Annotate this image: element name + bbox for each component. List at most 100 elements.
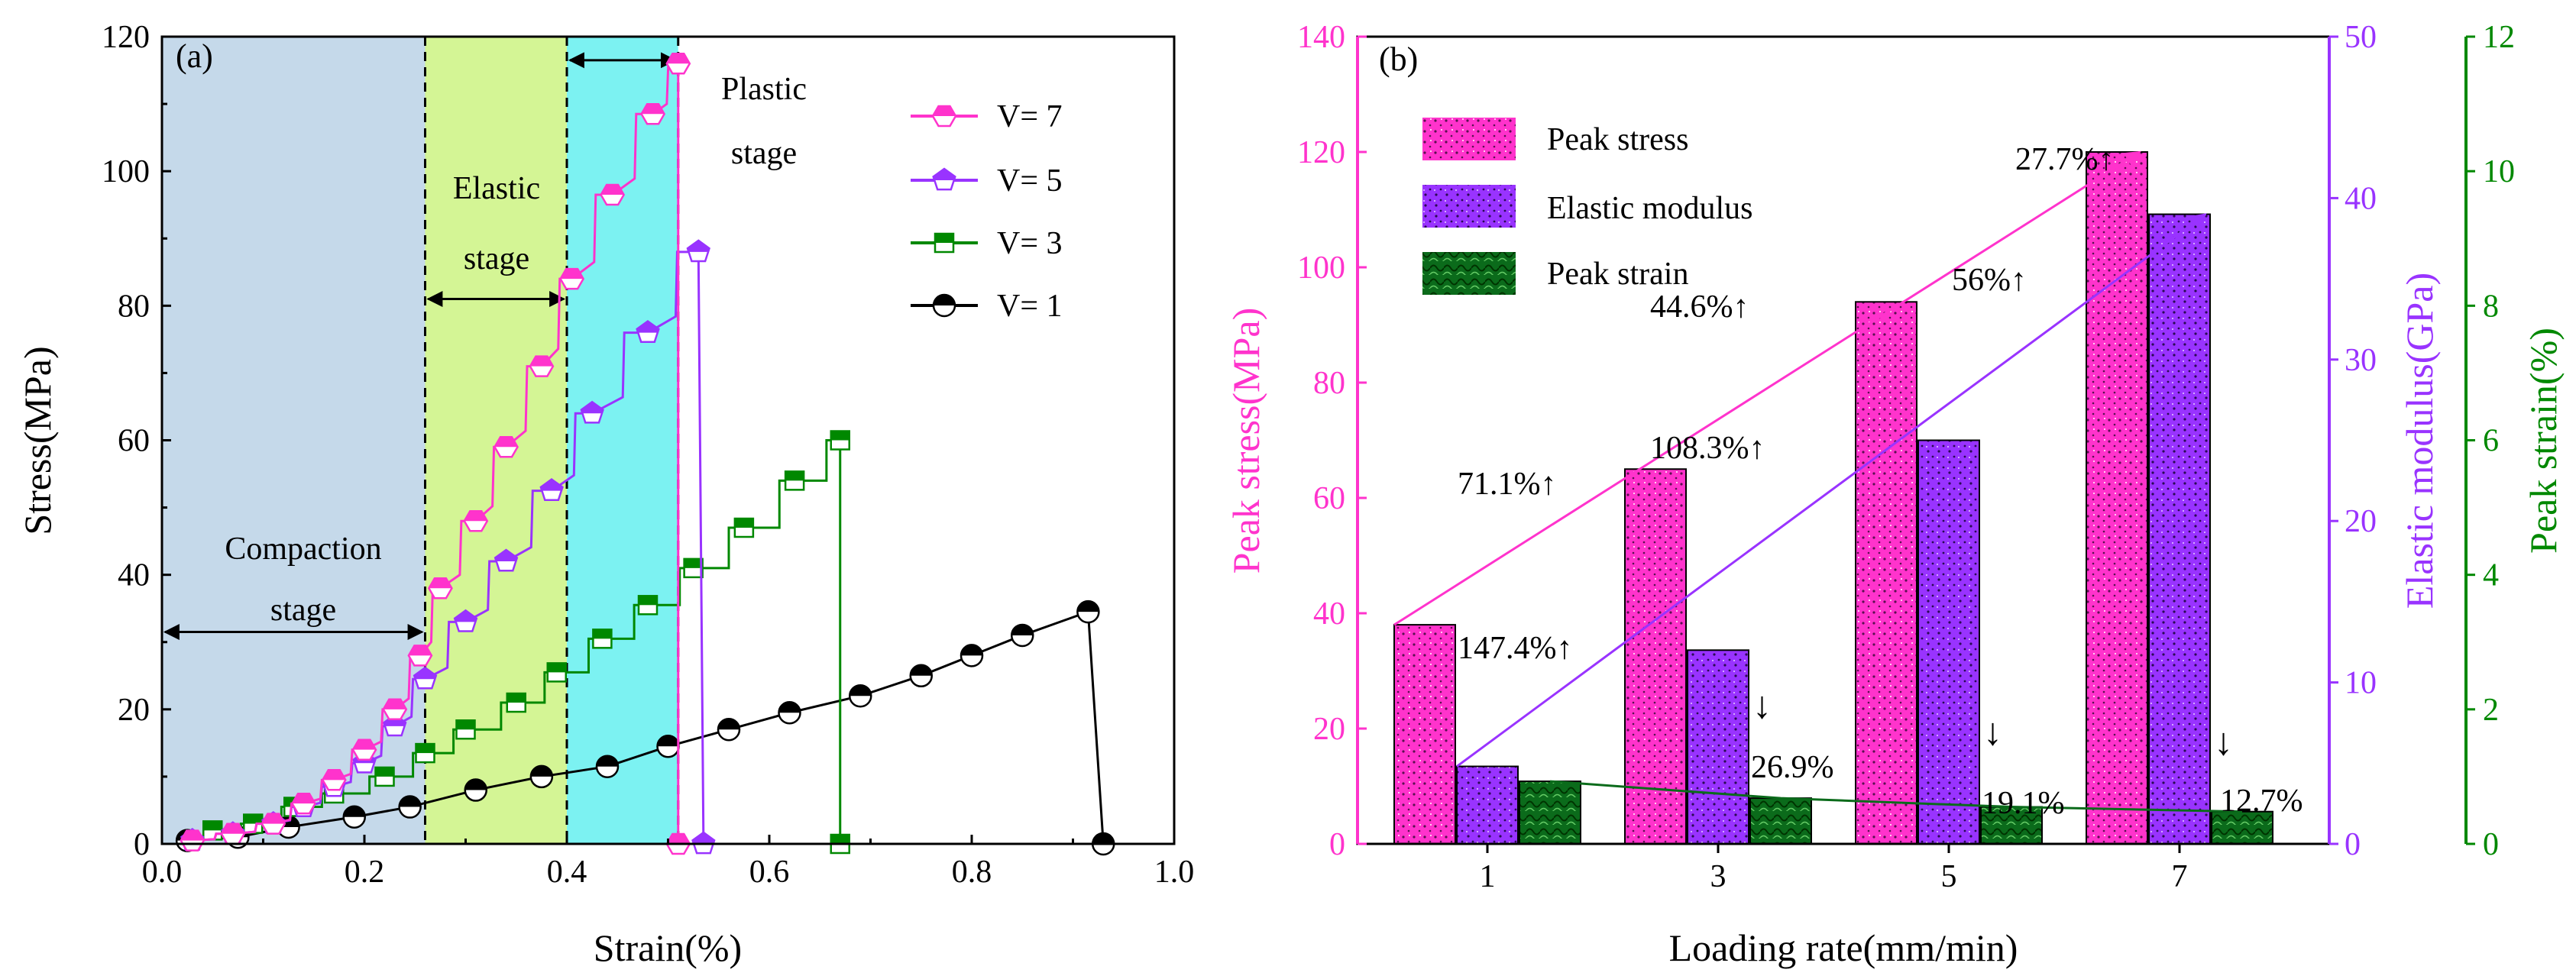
point-v1-6: [529, 764, 554, 789]
point-v5-8: [453, 609, 478, 632]
cat-label-7: 7: [2172, 859, 2188, 894]
point-v5-14-fill: [692, 832, 715, 844]
panel-a: 0.0 0.2 0.4 0.6 0.8 1.0 0 20 40 60 80 100 120 (a) St…: [16, 20, 1194, 969]
point-v7-14-fill: [641, 104, 665, 115]
point-v3-7-fill: [506, 693, 526, 703]
legend-label-peak-strain: Peak strain: [1547, 257, 1688, 292]
point-v7-12-fill: [560, 269, 584, 280]
point-v1-7: [595, 755, 620, 778]
point-v5-8-fill: [455, 610, 477, 622]
legend-marker-v3: [934, 232, 955, 254]
point-v7-12: [559, 267, 585, 290]
point-v3-9-fill: [593, 629, 612, 639]
panel-b-ticks: 1 3 5 7 0 20 40 60 80 100 120 140 0 10 20 30 40 50 0 2 4 6 8 10…: [1297, 20, 2515, 894]
point-v5-9-fill: [495, 550, 517, 562]
legend-marker-0: [931, 105, 957, 128]
strain-tick-label-4: 8: [2483, 289, 2499, 324]
point-v7-11: [529, 355, 555, 377]
panel-b: 1 3 5 7 0 20 40 60 80 100 120 140 0 10 20 30 40 50 0 2 4 6 8 10…: [1225, 20, 2565, 969]
panel-b-legend: Peak stress Elastic modulus Peak strain: [1422, 118, 1752, 295]
stress-tick-label-0: 0: [1329, 827, 1345, 862]
point-v3-10: [637, 595, 659, 616]
elastic-modulus-trend-arrow: [1456, 213, 2207, 768]
stress-tick-label-1: 20: [1313, 712, 1345, 747]
panel-a-y-axis-label: Stress(MPa): [16, 346, 59, 535]
point-v3-5-fill: [416, 744, 435, 754]
stress-increase-1: 71.1%↑: [1458, 467, 1557, 502]
point-v7-2-fill: [261, 813, 285, 824]
stage-bands: [162, 37, 680, 844]
point-v1-14-fill: [1011, 624, 1034, 635]
peak-strain-trend-line: [1549, 780, 2243, 813]
point-v5-10-fill: [540, 479, 563, 491]
stage-band-3: [567, 37, 678, 844]
point-v1-12: [909, 664, 933, 688]
y-tick-label-5: 100: [102, 154, 150, 189]
compaction-stage-label-line2: stage: [270, 593, 336, 628]
point-v1-11-fill: [849, 685, 872, 696]
point-v7-13: [600, 183, 626, 206]
panel-a-legend: V= 7 V= 5 V= 3 V= 1: [911, 99, 1063, 324]
point-v7-10: [494, 436, 519, 458]
point-v5-7: [413, 666, 438, 690]
point-v1-8: [656, 735, 680, 758]
stage-band-2: [425, 37, 567, 844]
legend-swatch-peak-strain: [1422, 252, 1516, 295]
point-v7-0-fill: [180, 830, 204, 841]
strain-tick-label-2: 4: [2483, 558, 2499, 593]
x-tick-label-1: 0.2: [345, 855, 385, 890]
down-arrow-2: ↓: [1983, 710, 2002, 753]
point-v1-8-fill: [657, 735, 679, 747]
panel-a-label: (a): [176, 37, 213, 75]
y-tick-label-1: 20: [118, 693, 150, 728]
stress-tick-label-3: 60: [1313, 481, 1345, 516]
x-tick-label-5: 1.0: [1154, 855, 1195, 890]
plastic-stage-label-line1: Plastic: [721, 72, 807, 107]
point-v1-14: [1011, 623, 1034, 648]
strain-tick-label-5: 10: [2483, 154, 2515, 189]
down-arrow-1: ↓: [1752, 684, 1772, 726]
stress-tick-label-2: 40: [1313, 596, 1345, 632]
peak-stress-trend-arrow: [1393, 150, 2141, 626]
point-v7-8-fill: [429, 578, 452, 589]
point-v3-5: [415, 742, 435, 764]
cat-label-3: 3: [1710, 859, 1727, 894]
stage-band-1: [162, 37, 426, 844]
panel-b-x-axis-label: Loading rate(mm/min): [1669, 926, 2018, 969]
point-v7-16-fill: [666, 834, 690, 844]
stage-arrows: [163, 52, 677, 641]
modulus-increase-3: 56%↑: [1952, 263, 2027, 298]
point-v7-8: [427, 577, 453, 599]
point-v3-7: [506, 692, 526, 713]
legend-marker-v1: [932, 293, 956, 318]
point-v3-10-fill: [639, 596, 657, 606]
legend-marker-v7: [931, 105, 957, 128]
cat-label-5: 5: [1941, 859, 1957, 894]
bar-peak-stress-7: [2086, 151, 2148, 845]
point-v1-13: [960, 644, 984, 667]
point-v3-14-fill: [830, 431, 849, 441]
panel-b-label: (b): [1379, 40, 1418, 78]
point-v1-10: [778, 700, 801, 725]
point-v3-13-fill: [785, 471, 804, 481]
bar-elastic-modulus-5: [1917, 439, 1980, 845]
point-v1-13-fill: [961, 645, 982, 656]
cat-label-1: 1: [1480, 859, 1496, 894]
legend-marker-1: [932, 167, 956, 191]
bar-peak-strain-7: [2211, 810, 2273, 845]
point-v7-9-fill: [464, 511, 487, 522]
point-v7-6-fill: [383, 699, 406, 709]
y-tick-label-2: 40: [118, 558, 150, 593]
bar-peak-stress-1: [1393, 624, 1456, 845]
point-v1-12-fill: [910, 664, 932, 676]
x-tick-label-3: 0.6: [749, 855, 790, 890]
legend-marker-1-fill: [933, 169, 956, 180]
point-v1-16-fill: [1092, 833, 1115, 844]
bar-peak-stress-5: [1855, 301, 1917, 845]
legend-swatch-peak-stress: [1422, 118, 1516, 160]
point-v5-11-fill: [581, 402, 604, 414]
point-v1-4: [398, 795, 422, 819]
stress-increase-2: 44.6%↑: [1650, 289, 1749, 325]
point-v3-1-fill: [244, 814, 263, 824]
strain-decrease-1: 26.9%: [1751, 750, 1834, 785]
